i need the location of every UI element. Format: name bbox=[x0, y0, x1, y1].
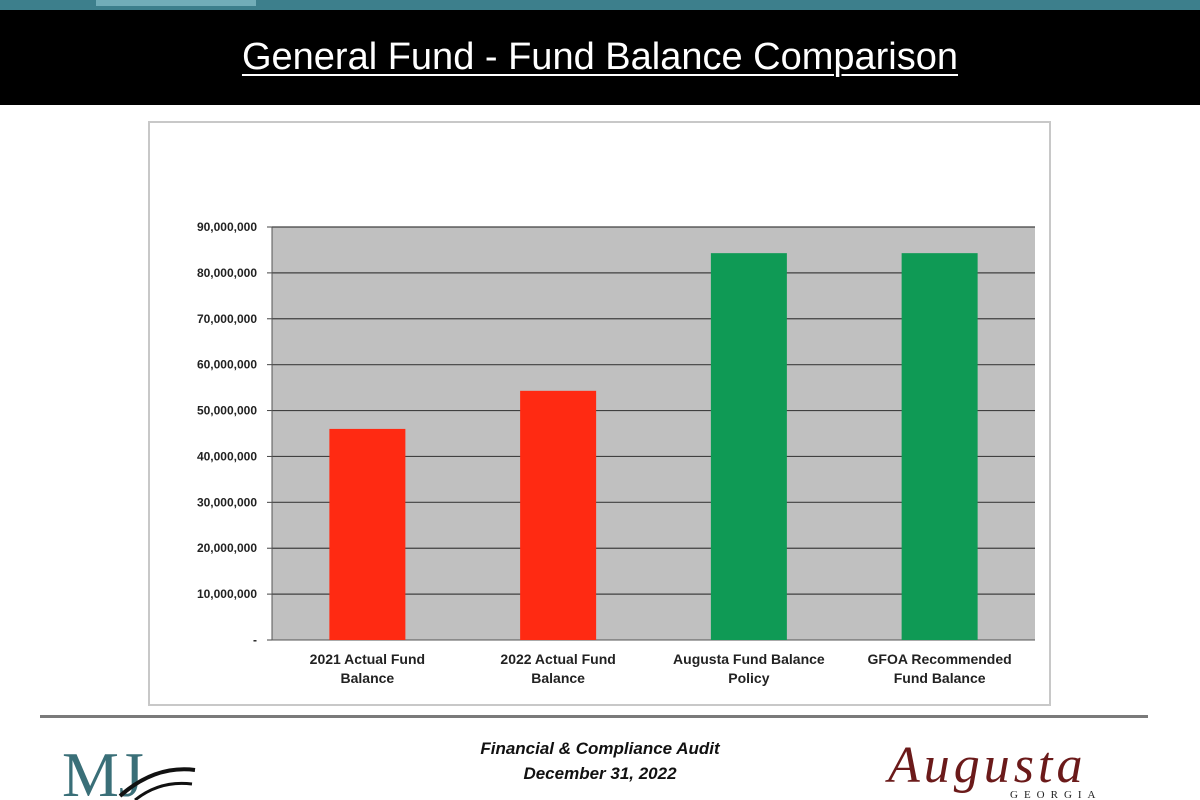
y-tick-label: 40,000,000 bbox=[197, 449, 257, 463]
bar-chart: - 10,000,000 20,000,000 30,000,000 40,000,00… bbox=[197, 220, 1035, 686]
footer-audit-title: Financial & Compliance Audit bbox=[480, 739, 720, 758]
augusta-logo: Augusta GEORGIA bbox=[885, 737, 1102, 800]
footer-audit-date: December 31, 2022 bbox=[523, 764, 677, 783]
x-category-label: Balance bbox=[531, 670, 585, 686]
x-category-label: Balance bbox=[341, 670, 395, 686]
y-tick-label: 10,000,000 bbox=[197, 587, 257, 601]
y-tick-label: - bbox=[253, 633, 257, 647]
header-strip-mark bbox=[96, 0, 256, 6]
x-category-label: 2021 Actual Fund bbox=[310, 651, 425, 667]
title-bar: General Fund - Fund Balance Comparison bbox=[0, 10, 1200, 105]
y-tick-label: 60,000,000 bbox=[197, 358, 257, 372]
svg-text:MJ: MJ bbox=[62, 739, 144, 800]
header-accent-strip bbox=[0, 0, 1200, 10]
bar bbox=[710, 253, 787, 640]
svg-text:GEORGIA: GEORGIA bbox=[1010, 789, 1102, 800]
y-tick-label: 80,000,000 bbox=[197, 266, 257, 280]
x-category-label: Fund Balance bbox=[894, 670, 986, 686]
x-category-label: Augusta Fund Balance bbox=[673, 651, 825, 667]
bar bbox=[901, 253, 978, 640]
footer-divider bbox=[40, 715, 1148, 718]
svg-text:Augusta: Augusta bbox=[885, 737, 1086, 794]
slide-title: General Fund - Fund Balance Comparison bbox=[241, 36, 959, 78]
y-tick-label: 20,000,000 bbox=[197, 541, 257, 555]
x-category-label: 2022 Actual Fund bbox=[500, 651, 615, 667]
chart-frame: - 10,000,000 20,000,000 30,000,000 40,000,00… bbox=[148, 121, 1051, 706]
bar bbox=[329, 428, 406, 640]
x-category-label: Policy bbox=[728, 670, 769, 686]
y-tick-label: 50,000,000 bbox=[197, 404, 257, 418]
x-category-label: GFOA Recommended bbox=[868, 651, 1012, 667]
footer-text: Financial & Compliance Audit December 31… bbox=[400, 736, 800, 786]
y-tick-label: 30,000,000 bbox=[197, 495, 257, 509]
y-tick-label: 70,000,000 bbox=[197, 312, 257, 326]
bar bbox=[520, 390, 597, 640]
y-tick-label: 90,000,000 bbox=[197, 220, 257, 234]
mj-logo: MJ bbox=[62, 739, 196, 800]
